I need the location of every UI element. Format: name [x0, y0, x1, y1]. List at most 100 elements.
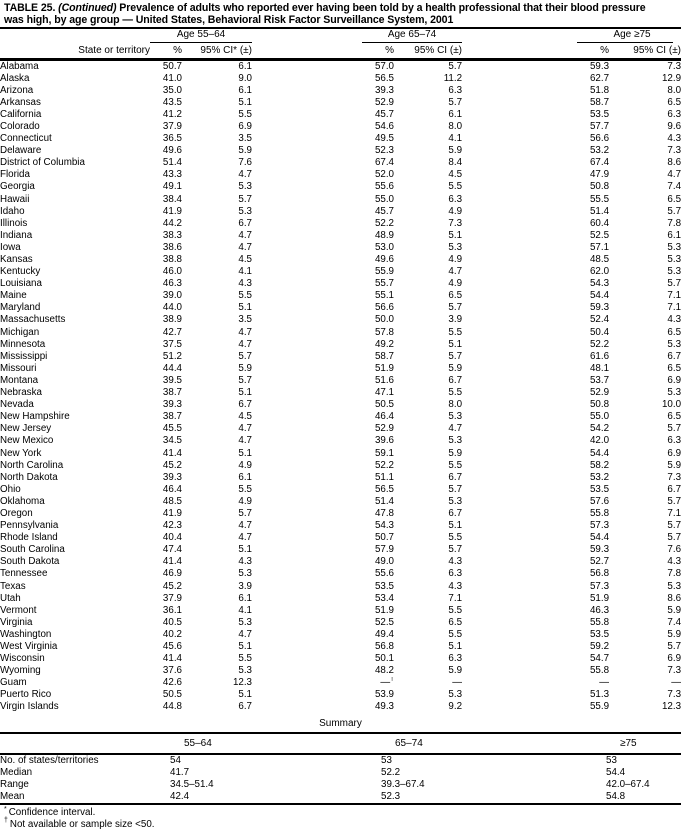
gap-cell [252, 544, 362, 556]
gap-cell [462, 399, 577, 411]
pct-cell: 41.4 [162, 653, 182, 665]
table-row: Rhode Island 40.4 4.7 50.7 5.5 54.4 5.7 [0, 532, 681, 544]
ci-cell: — [452, 677, 463, 689]
gap-cell [462, 641, 577, 653]
gap-cell [462, 133, 577, 145]
table-row: Utah 37.9 6.1 53.4 7.1 51.9 8.6 [0, 593, 681, 605]
ci-cell: 12.9 [661, 72, 681, 84]
ci-cell: 6.9 [667, 653, 681, 665]
pct-cell: 44.4 [162, 362, 182, 374]
ci-cell: 5.7 [667, 641, 681, 652]
table-row: Wisconsin 41.4 5.5 50.1 6.3 54.7 6.9 [0, 653, 681, 665]
age-group-header-75plus: Age ≥75 [577, 27, 681, 43]
pct-cell: — [599, 677, 610, 689]
ci-cell: 8.6 [667, 157, 681, 169]
table-row: Montana 39.5 5.7 51.6 6.7 53.7 6.9 [0, 375, 681, 387]
gap-cell [252, 677, 362, 689]
state-name: Nebraska [0, 387, 42, 399]
gap-cell [252, 496, 362, 508]
gap-cell [462, 472, 577, 484]
ci-cell: 7.8 [667, 568, 681, 580]
table-title-text: Prevalence of adults who reported ever h… [116, 2, 646, 14]
ci-cell: 5.3 [448, 435, 463, 447]
ci-cell: 6.1 [238, 592, 253, 604]
gap-cell [252, 593, 362, 605]
summary-value-cell: 42.4 [170, 790, 190, 802]
state-name: Oregon [0, 507, 33, 519]
ci-cell: 5.3 [448, 689, 463, 701]
gap-cell [462, 242, 577, 254]
gap-cell [252, 157, 362, 169]
ci-cell: 5.1 [448, 229, 463, 241]
pct-cell: 58.7 [374, 350, 395, 362]
pct-cell: 55.9 [374, 266, 395, 278]
pct-cell: 57.1 [589, 241, 610, 253]
summary-value-cell: 53 [381, 754, 392, 766]
table-row: California 41.2 5.5 45.7 6.1 53.5 6.3 [0, 109, 681, 121]
pct-cell: 39.0 [162, 290, 182, 302]
table-row: Puerto Rico 50.5 5.1 53.9 5.3 51.3 7.3 [0, 689, 681, 701]
pct-cell: 38.9 [162, 314, 182, 326]
gap-cell [462, 206, 577, 218]
ci-cell: 5.9 [667, 459, 681, 471]
pct-cell: 52.4 [589, 314, 610, 326]
gap-cell [462, 460, 577, 472]
pct-cell: 48.2 [374, 665, 395, 677]
pct-cell: 46.4 [374, 411, 395, 423]
gap-cell [252, 701, 362, 713]
ci-cell: 6.5 [448, 616, 463, 628]
gap-cell [252, 617, 362, 629]
ci-cell: 5.1 [238, 447, 253, 459]
table-row: Kansas 38.8 4.5 49.6 4.9 48.5 5.3 [0, 254, 681, 266]
ci-cell: 6.7 [238, 217, 253, 229]
state-name: Rhode Island [0, 532, 58, 544]
table-row: North Carolina 45.2 4.9 52.2 5.5 58.2 5.9 [0, 460, 681, 472]
state-name: Connecticut [0, 133, 52, 145]
ci-cell: 4.9 [238, 459, 253, 471]
pct-cell: 59.3 [589, 302, 610, 314]
pct-cell: 41.9 [162, 205, 182, 217]
gap-cell [252, 73, 362, 85]
table-row: Idaho 41.9 5.3 45.7 4.9 51.4 5.7 [0, 206, 681, 218]
pct-cell: 39.3 [162, 399, 182, 411]
pct-cell: 42.0 [589, 435, 610, 447]
ci-cell: 7.1 [667, 507, 681, 519]
pct-cell: 42.6 [162, 677, 182, 689]
table-row: Maryland 44.0 5.1 56.6 5.7 59.3 7.1 [0, 302, 681, 314]
state-name: Mississippi [0, 350, 48, 362]
pct-cell: 51.6 [374, 374, 395, 386]
pct-cell: 40.4 [162, 532, 182, 544]
ci-cell: 5.7 [448, 302, 463, 314]
pct-cell: 49.0 [374, 556, 395, 568]
ci-cell: 6.9 [667, 447, 681, 459]
table-row: Pennsylvania 42.3 4.7 54.3 5.1 57.3 5.7 [0, 520, 681, 532]
state-name: Arkansas [0, 96, 41, 108]
ci-cell: 6.5 [667, 362, 681, 374]
pct-cell: 48.5 [589, 254, 610, 265]
pct-cell: 56.8 [374, 641, 395, 652]
ci-cell: 6.3 [667, 435, 681, 447]
gap-cell [252, 460, 362, 472]
ci-cell: 5.7 [448, 60, 463, 72]
asterisk-marker: * [4, 805, 7, 813]
gap-cell [462, 218, 577, 230]
state-name: Oklahoma [0, 495, 45, 507]
pct-cell: 57.8 [374, 326, 395, 338]
state-name: Alabama [0, 60, 39, 72]
state-name: Illinois [0, 217, 28, 229]
age-group-header-55-64: Age 55–64 [150, 27, 253, 43]
ci-cell: 5.1 [238, 544, 253, 556]
table-row: West Virginia 45.6 5.1 56.8 5.1 59.2 5.7 [0, 641, 681, 653]
pct-cell: 52.9 [374, 96, 395, 108]
gap-cell [252, 145, 362, 157]
pct-cell: 52.5 [589, 229, 610, 241]
ci-cell: 4.1 [238, 266, 253, 278]
ci-cell: — [671, 677, 681, 689]
ci-cell: 5.7 [448, 350, 463, 362]
ci-cell: 8.0 [448, 120, 463, 132]
ci-cell: 6.1 [238, 84, 253, 96]
ci-cell: 5.3 [238, 616, 253, 628]
pct-cell: 49.2 [374, 338, 395, 350]
pct-cell: 55.5 [589, 193, 610, 205]
column-header-row: State or territory % 95% CI* (±) % 95% C… [0, 43, 681, 61]
